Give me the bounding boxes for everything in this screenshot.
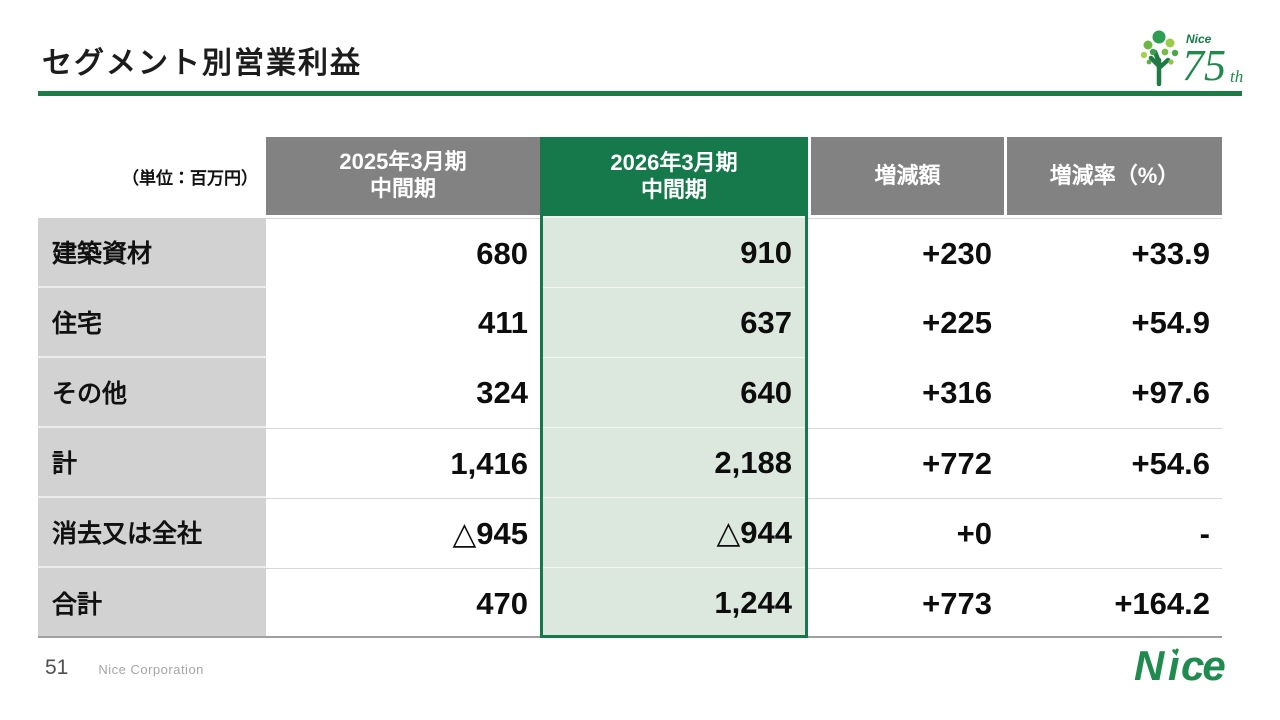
nice-corporate-logo: N ı ce ♥ <box>1134 642 1227 689</box>
row-label-subtotal: 計 <box>38 428 266 498</box>
logo-75th-brand-text: Nice <box>1186 32 1212 46</box>
column-header-fy2025-line1: 2025年3月期 <box>339 149 467 175</box>
cell-diff-pct-building-materials: +33.9 <box>1004 218 1222 288</box>
cell-fy2026-building-materials: 910 <box>540 218 808 288</box>
column-header-fy2025-line2: 中間期 <box>369 176 436 201</box>
footer: 51 Nice Corporation <box>45 656 204 680</box>
cell-diff-pct-eliminations: - <box>1004 498 1222 568</box>
cell-diff-eliminations: +0 <box>808 498 1004 568</box>
cell-diff-pct-subtotal: +54.6 <box>1004 428 1222 498</box>
cell-diff-housing: +225 <box>808 288 1004 358</box>
column-header-fy2025: 2025年3月期 中間期 <box>266 137 540 218</box>
cell-fy2025-other: 324 <box>266 358 540 428</box>
cell-diff-subtotal: +772 <box>808 428 1004 498</box>
logo-75th-suffix: th <box>1230 67 1243 86</box>
page-title: セグメント別営業利益 <box>42 47 362 80</box>
cell-diff-total: +773 <box>808 568 1004 638</box>
cell-fy2026-housing: 637 <box>540 288 808 358</box>
column-header-fy2026-line1: 2026年3月期 <box>610 149 738 175</box>
title-underline <box>38 91 1242 96</box>
cell-fy2026-eliminations: △944 <box>540 498 808 568</box>
row-label-total: 合計 <box>38 568 266 638</box>
unit-label: （単位：百万円） <box>38 137 266 218</box>
cell-diff-other: +316 <box>808 358 1004 428</box>
table-bottom-border <box>38 636 1222 638</box>
cell-fy2025-subtotal: 1,416 <box>266 428 540 498</box>
footer-company-name: Nice Corporation <box>98 662 204 677</box>
column-header-diff: 増減額 <box>808 137 1004 218</box>
cell-diff-building-materials: +230 <box>808 218 1004 288</box>
cell-fy2026-other: 640 <box>540 358 808 428</box>
logo-nice-i: ı <box>1168 642 1180 689</box>
column-header-fy2026-line2: 中間期 <box>640 176 707 202</box>
logo-nice-ce: ce <box>1181 642 1225 689</box>
column-header-diff-label: 増減額 <box>874 162 941 188</box>
cell-fy2026-total: 1,244 <box>540 568 808 638</box>
cell-fy2026-subtotal: 2,188 <box>540 428 808 498</box>
row-label-housing: 住宅 <box>38 288 266 358</box>
page-number: 51 <box>45 656 69 679</box>
logo-75th-number: 75 <box>1182 41 1226 90</box>
cell-fy2025-eliminations: △945 <box>266 498 540 568</box>
row-label-building-materials: 建築資材 <box>38 218 266 288</box>
cell-diff-pct-housing: +54.9 <box>1004 288 1222 358</box>
cell-fy2025-building-materials: 680 <box>266 218 540 288</box>
column-header-fy2026: 2026年3月期 中間期 <box>540 137 808 218</box>
logo-nice-n: N <box>1134 642 1166 689</box>
cell-diff-pct-other: +97.6 <box>1004 358 1222 428</box>
nice-75th-anniversary-logo: Nice 75 th <box>1140 30 1243 90</box>
cell-fy2025-housing: 411 <box>266 288 540 358</box>
row-label-other: その他 <box>38 358 266 428</box>
column-header-diff-pct-label: 増減率（%） <box>1049 162 1180 188</box>
column-header-diff-pct: 増減率（%） <box>1004 137 1222 218</box>
cell-diff-pct-total: +164.2 <box>1004 568 1222 638</box>
cell-fy2025-total: 470 <box>266 568 540 638</box>
tree-icon <box>1140 30 1179 87</box>
logo-nice-heart-icon: ♥ <box>1170 643 1181 659</box>
segment-profit-table: （単位：百万円） 2025年3月期 中間期 2026年3月期 中間期 増減額 増… <box>38 137 1222 638</box>
row-label-eliminations-corporate: 消去又は全社 <box>38 498 266 568</box>
